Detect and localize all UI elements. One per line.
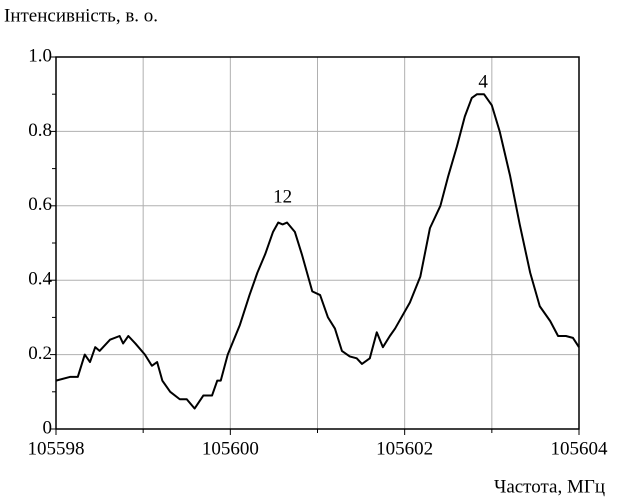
y-axis-label: Інтенсивність, в. о. [4,5,158,26]
x-tick-label: 105602 [376,438,433,459]
y-tick-label: 1.0 [28,45,52,66]
plot-frame [55,56,580,430]
x-tick-label: 105600 [202,438,259,459]
x-axis-label: Частота, МГц [494,476,605,497]
x-tick-label: 105598 [28,438,85,459]
y-tick-label: 0.2 [28,343,52,364]
y-tick-label: 0.4 [28,269,52,290]
x-tick-label: 105604 [551,438,609,459]
y-tick-label: 0.8 [28,120,52,141]
data-line [55,93,580,410]
y-tick-label: 0 [43,417,53,438]
annotation: 4 [478,71,488,92]
y-tick-label: 0.6 [28,194,52,215]
annotation: 12 [273,187,292,208]
